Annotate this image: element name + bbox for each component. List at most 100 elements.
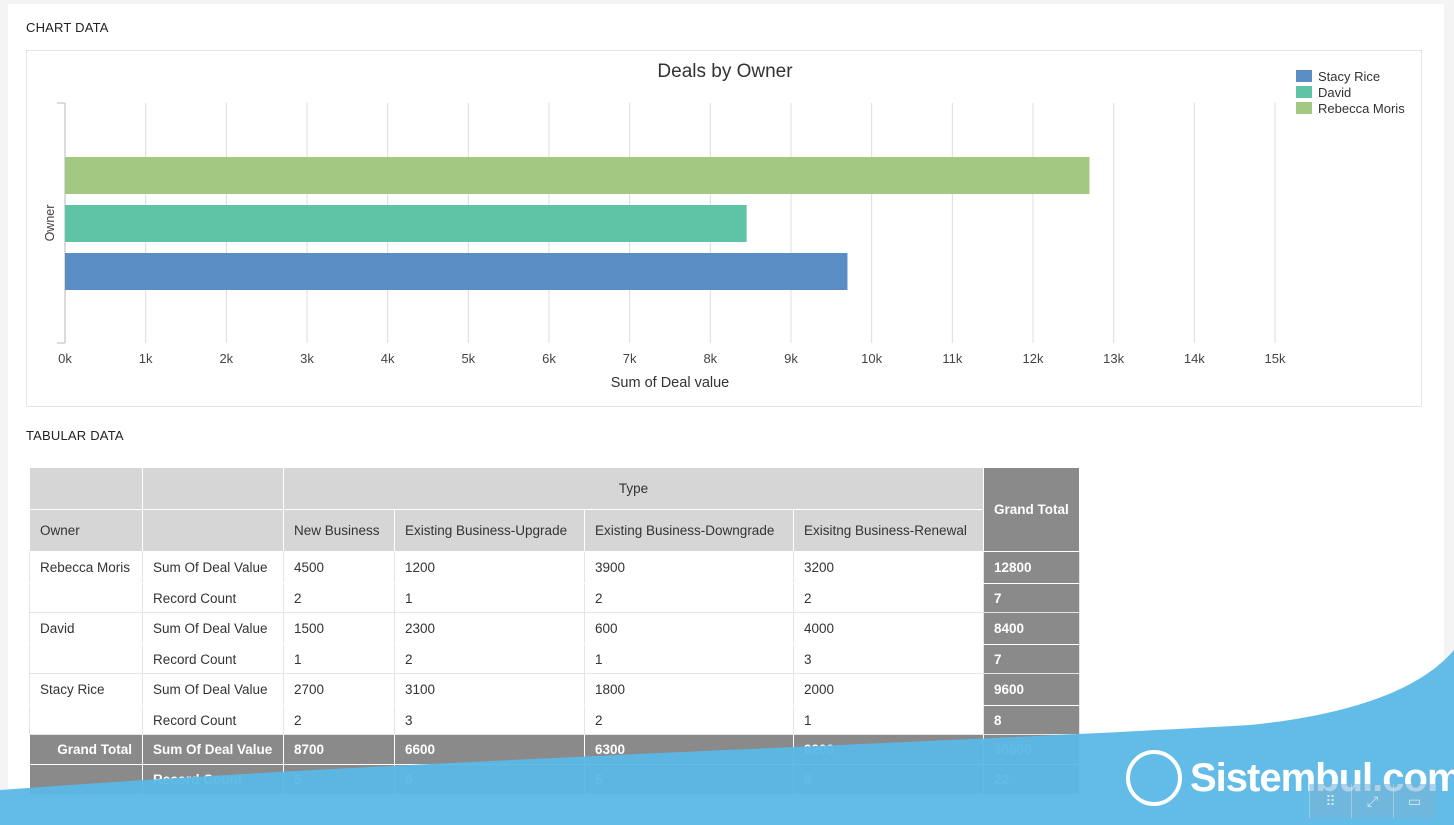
- table-row: Rebecca Moris Sum Of Deal Value 4500 1200 39…: [29, 551, 1080, 584]
- measure-cell: Sum Of Deal Value: [142, 551, 284, 584]
- value-cell: 2: [394, 644, 585, 674]
- brand-logo-icon: [1126, 750, 1182, 806]
- table-row: Stacy Rice Sum Of Deal Value 2700 3100 1800 2…: [29, 673, 1080, 706]
- value-cell: 6: [793, 764, 984, 795]
- measure-cell: Record Count: [142, 644, 284, 674]
- owner-cell: Rebecca Moris: [29, 551, 143, 584]
- value-cell: 5: [283, 764, 395, 795]
- x-tick-label: 14k: [1184, 351, 1205, 366]
- value-cell: 1: [793, 705, 984, 735]
- value-cell: 2: [584, 705, 794, 735]
- table-section-title: TABULAR DATA: [26, 428, 124, 443]
- owner-cell: David: [29, 612, 143, 645]
- row-total-cell: 7: [983, 644, 1080, 674]
- x-tick-label: 4k: [381, 351, 395, 366]
- chart-section-title: CHART DATA: [26, 20, 109, 35]
- value-cell: 2: [793, 583, 984, 613]
- x-tick-label: 1k: [139, 351, 153, 366]
- grand-total-label: Grand Total: [29, 734, 143, 765]
- bar-stacy-rice: [65, 253, 848, 290]
- measure-cell: Sum Of Deal Value: [142, 734, 284, 765]
- value-cell: 3900: [584, 551, 794, 584]
- row-total-cell: 12800: [983, 551, 1080, 584]
- y-axis-label: Owner: [43, 205, 57, 242]
- expand-icon[interactable]: ⤢: [1351, 784, 1393, 818]
- table-row: Record Count 2 3 2 1 8: [29, 705, 1080, 735]
- grid-icon[interactable]: ⠿: [1309, 784, 1351, 818]
- x-tick-label: 11k: [942, 351, 962, 366]
- value-cell: 8700: [283, 734, 395, 765]
- x-tick-label: 6k: [542, 351, 556, 366]
- legend-label: David: [1318, 85, 1351, 100]
- owner-cell: Stacy Rice: [29, 673, 143, 706]
- owner-cell: [29, 644, 143, 674]
- measure-cell: Record Count: [142, 583, 284, 613]
- x-tick-label: 0k: [58, 351, 72, 366]
- x-axis-label: Sum of Deal value: [611, 375, 729, 391]
- legend-label: Stacy Rice: [1318, 69, 1380, 84]
- row-total-cell: 8400: [983, 612, 1080, 645]
- value-cell: 2300: [394, 612, 585, 645]
- value-cell: 2: [283, 583, 395, 613]
- table-row: David Sum Of Deal Value 1500 2300 600 4000 840…: [29, 612, 1080, 645]
- grand-total-row: Grand Total Sum Of Deal Value 8700 6600 6300…: [29, 734, 1080, 765]
- table-row: Record Count 1 2 1 3 7: [29, 644, 1080, 674]
- value-cell: 1: [394, 583, 585, 613]
- value-cell: 4000: [793, 612, 984, 645]
- value-cell: 5: [584, 764, 794, 795]
- pivot-table: Type Grand Total Owner New Business Existing…: [29, 467, 1080, 795]
- value-cell: 1500: [283, 612, 395, 645]
- value-cell: 3: [394, 705, 585, 735]
- column-header: New Business: [283, 509, 395, 552]
- legend-swatch: [1296, 86, 1312, 98]
- chart-panel: Deals by Owner 0k 1k 2k 3k 4k 5k 6k 7k 8k 9k 10k 11k…: [26, 50, 1422, 407]
- x-tick-label: 9k: [784, 351, 798, 366]
- value-cell: 2700: [283, 673, 395, 706]
- corner-controls: ⠿ ⤢ ▭: [1309, 784, 1435, 818]
- column-header: Existing Business-Downgrade: [584, 509, 794, 552]
- value-cell: 2: [584, 583, 794, 613]
- measure-cell: Sum Of Deal Value: [142, 673, 284, 706]
- legend-label: Rebecca Moris: [1318, 101, 1405, 116]
- x-tick-label: 2k: [219, 351, 233, 366]
- monitor-icon[interactable]: ▭: [1393, 784, 1435, 818]
- owner-cell: [29, 705, 143, 735]
- column-header: Exisitng Business-Renewal: [793, 509, 984, 552]
- column-header: Existing Business-Upgrade: [394, 509, 585, 552]
- x-tick-label: 12k: [1023, 351, 1044, 366]
- value-cell: 4500: [283, 551, 395, 584]
- chart-title: Deals by Owner: [657, 61, 793, 82]
- value-cell: 2000: [793, 673, 984, 706]
- value-cell: 6600: [394, 734, 585, 765]
- row-total-cell: 9600: [983, 673, 1080, 706]
- grand-total-header: Grand Total: [983, 467, 1080, 552]
- x-tick-label: 8k: [703, 351, 717, 366]
- x-tick-label: 5k: [461, 351, 475, 366]
- header-empty-cell: [142, 467, 284, 510]
- value-cell: 2: [283, 705, 395, 735]
- owner-cell: [29, 583, 143, 613]
- x-tick-label: 3k: [300, 351, 314, 366]
- measure-cell: Record Count: [142, 705, 284, 735]
- legend-swatch: [1296, 102, 1312, 114]
- measure-cell: Record Count: [142, 764, 284, 795]
- report-page: CHART DATA Deals by Owner 0k 1k 2k 3k 4k 5k 6k 7…: [8, 4, 1444, 825]
- grand-total-cell: 30800: [983, 734, 1080, 765]
- x-tick-label: 7k: [623, 351, 637, 366]
- value-cell: 6: [394, 764, 585, 795]
- header-empty-cell: [29, 467, 143, 510]
- bar-rebecca-moris: [65, 157, 1090, 194]
- grand-total-cell: 22: [983, 764, 1080, 795]
- value-cell: 6300: [584, 734, 794, 765]
- row-total-cell: 8: [983, 705, 1080, 735]
- value-cell: 3100: [394, 673, 585, 706]
- value-cell: 9200: [793, 734, 984, 765]
- grand-total-label: [29, 764, 143, 795]
- deals-by-owner-chart: Deals by Owner 0k 1k 2k 3k 4k 5k 6k 7k 8k 9k 10k 11k…: [43, 61, 1405, 391]
- type-header: Type: [283, 467, 984, 510]
- value-cell: 600: [584, 612, 794, 645]
- row-total-cell: 7: [983, 583, 1080, 613]
- value-cell: 1200: [394, 551, 585, 584]
- value-cell: 3: [793, 644, 984, 674]
- measure-cell: Sum Of Deal Value: [142, 612, 284, 645]
